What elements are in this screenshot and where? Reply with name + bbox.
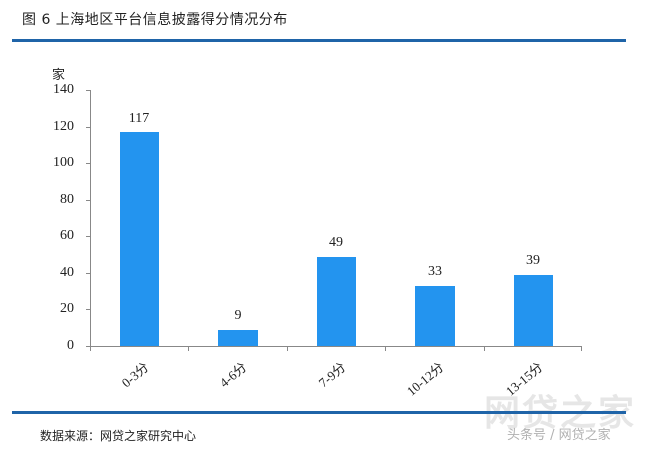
- y-tick-mark: [86, 236, 90, 237]
- x-tick-label: 4-6分: [216, 359, 250, 391]
- watermark-text: 头条号 / 网贷之家: [507, 428, 611, 443]
- y-axis: [90, 90, 91, 346]
- x-tick-mark: [188, 346, 189, 351]
- data-label: 49: [329, 235, 343, 250]
- y-tick-mark: [86, 163, 90, 164]
- top-divider: [12, 39, 626, 42]
- bar-4-6[interactable]: [218, 330, 258, 346]
- y-tick-label: 60: [60, 228, 74, 243]
- x-tick-mark: [90, 346, 91, 351]
- data-label: 9: [234, 308, 242, 323]
- bar-10-12[interactable]: [415, 286, 455, 346]
- x-tick-mark: [287, 346, 288, 351]
- y-tick-mark: [86, 346, 90, 347]
- x-tick-label: 7-9分: [315, 359, 349, 391]
- x-tick-mark: [385, 346, 386, 351]
- y-tick-label: 20: [60, 301, 74, 316]
- y-tick-label: 0: [67, 338, 74, 353]
- data-source-note: 数据来源：网贷之家研究中心: [40, 429, 197, 443]
- y-tick-mark: [86, 273, 90, 274]
- y-axis-unit-label: 家: [52, 68, 66, 83]
- y-tick-mark: [86, 200, 90, 201]
- chart-title: 图 6 上海地区平台信息披露得分情况分布: [22, 12, 288, 28]
- x-axis: [90, 346, 582, 347]
- y-tick-mark: [86, 90, 90, 91]
- bottom-divider: [12, 411, 626, 414]
- y-tick-label: 140: [53, 82, 74, 97]
- bar-13-15[interactable]: [514, 275, 553, 346]
- data-label: 39: [526, 253, 540, 268]
- y-tick-label: 120: [53, 119, 74, 134]
- bar-0-3[interactable]: [120, 132, 159, 346]
- x-tick-mark: [484, 346, 485, 351]
- x-tick-mark: [581, 346, 582, 351]
- bar-7-9[interactable]: [317, 257, 356, 346]
- y-tick-mark: [86, 127, 90, 128]
- y-tick-label: 40: [60, 265, 74, 280]
- x-tick-label: 10-12分: [403, 359, 447, 399]
- y-tick-mark: [86, 309, 90, 310]
- data-label: 117: [128, 111, 150, 126]
- y-tick-label: 80: [60, 192, 74, 207]
- data-label: 33: [428, 264, 442, 279]
- x-tick-label: 0-3分: [118, 359, 152, 391]
- y-tick-label: 100: [53, 155, 74, 170]
